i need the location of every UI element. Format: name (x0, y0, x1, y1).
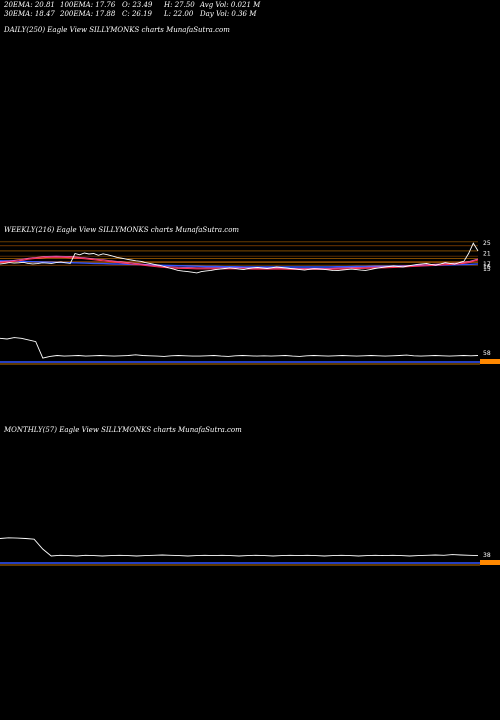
monthly-indicator-line (0, 537, 479, 557)
ema200-value: 200EMA: 17.88 (60, 10, 116, 18)
weekly-tick-label: 17 (483, 261, 491, 268)
close-value: C: 26.19 (122, 10, 152, 18)
weekly-panel-label: WEEKLY(216) Eagle View SILLYMONKS charts… (4, 226, 240, 234)
low-value: L: 22.00 (164, 10, 194, 18)
daily-panel-label: DAILY(250) Eagle View SILLYMONKS charts … (4, 26, 230, 34)
high-value: H: 27.50 (164, 1, 195, 9)
ema30-value: 30EMA: 18.47 (4, 10, 55, 18)
weekly-tick-label: 21 (483, 251, 491, 258)
weekly-tick-label: 25 (483, 240, 491, 247)
weekly-indicator-line (0, 337, 479, 359)
monthly-indicator-tick-label: 38 (483, 552, 491, 559)
ema100-value: 100EMA: 17.76 (60, 1, 116, 9)
weekly-tick-label: 16 (483, 263, 491, 270)
ema20-value: 20EMA: 20.81 (4, 1, 55, 9)
weekly-indicator-marker (480, 359, 500, 364)
avg-vol-value: Avg Vol: 0.021 M (200, 1, 261, 9)
weekly-indicator-tick-label: 58 (483, 350, 491, 357)
open-value: O: 23.49 (122, 1, 153, 9)
day-vol-value: Day Vol: 0.36 M (200, 10, 257, 18)
weekly-tick-label: 15 (483, 266, 491, 273)
monthly-panel-label: MONTHLY(57) Eagle View SILLYMONKS charts… (4, 426, 242, 434)
weekly-price-line (0, 242, 479, 274)
monthly-indicator-marker (480, 560, 500, 565)
